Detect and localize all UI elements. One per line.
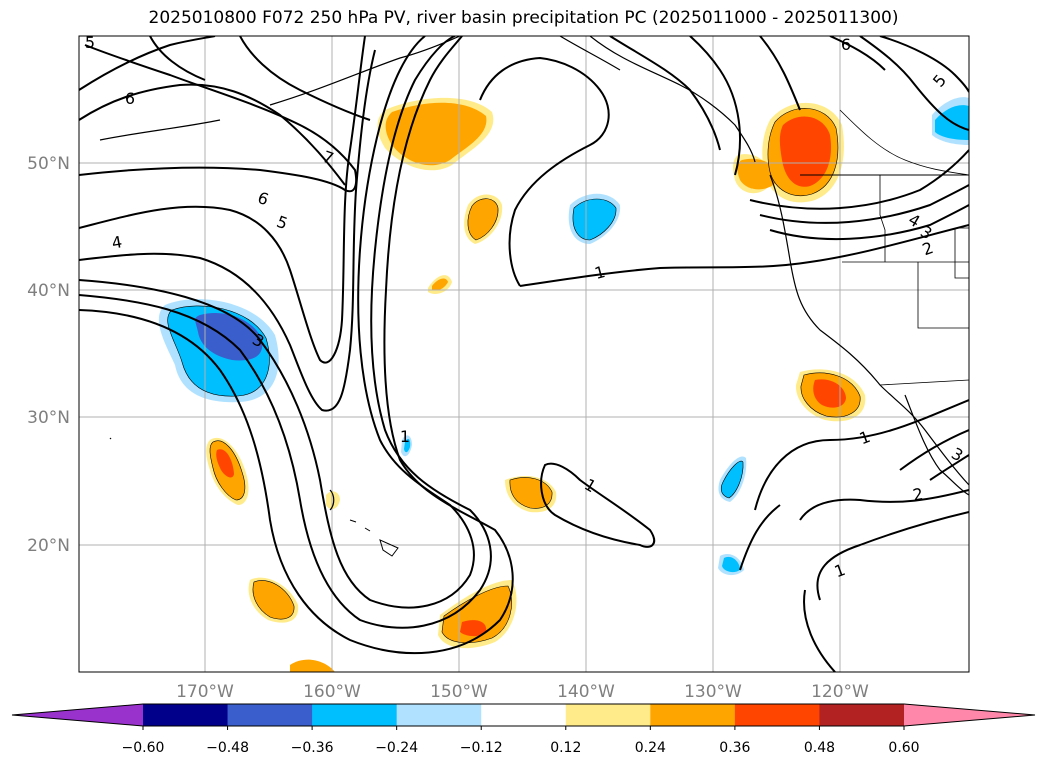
graticule <box>79 36 969 672</box>
lon-label: 130°W <box>684 682 742 702</box>
colorbar-tick-label: 0.60 <box>888 740 919 756</box>
contour-label: 6 <box>841 35 851 54</box>
colorbar-swatch <box>143 704 229 726</box>
precip-shading <box>158 97 969 672</box>
colorbar-tick-label: 0.12 <box>550 740 581 756</box>
colorbar <box>11 703 1036 727</box>
lon-label: 160°W <box>303 682 361 702</box>
shading-outlines <box>167 108 861 644</box>
contour-label: 1 <box>592 262 607 283</box>
colorbar-tick-label: 0.36 <box>719 740 750 756</box>
map-title: 2025010800 F072 250 hPa PV, river basin … <box>148 8 899 28</box>
colorbar-swatch <box>481 704 567 726</box>
lat-label: 20°N <box>27 536 70 556</box>
colorbar-tick-label: −0.12 <box>460 740 503 756</box>
contour-label: 5 <box>85 33 95 52</box>
lat-label: 50°N <box>27 154 70 174</box>
colorbar-extend-max <box>904 704 1035 726</box>
colorbar-tick-label: −0.48 <box>206 740 249 756</box>
colorbar-tick-label: −0.60 <box>122 740 165 756</box>
lat-label: 40°N <box>27 281 70 301</box>
colorbar-tick-label: −0.36 <box>291 740 334 756</box>
colorbar-swatch <box>312 704 398 726</box>
colorbar-tick-label: 0.24 <box>635 740 666 756</box>
pv-contours <box>79 36 969 672</box>
colorbar-swatch <box>734 704 820 726</box>
colorbar-tick-labels: −0.60 −0.48 −0.36 −0.24 −0.12 0.12 0.24 0.36 0.4… <box>122 726 920 756</box>
contour-label: 6 <box>125 89 135 108</box>
colorbar-swatch <box>650 704 736 726</box>
contour-label: 4 <box>110 232 123 252</box>
colorbar-tick-label: 0.48 <box>804 740 835 756</box>
colorbar-swatch <box>227 704 313 726</box>
lon-axis-labels: 170°W 160°W 150°W 140°W 130°W 120°W <box>176 682 869 702</box>
colorbar-tick-label: −0.24 <box>375 740 418 756</box>
map-frame <box>78 35 970 673</box>
colorbar-extend-min <box>12 704 143 726</box>
colorbar-swatch <box>565 704 651 726</box>
lon-label: 120°W <box>811 682 869 702</box>
lat-label: 30°N <box>27 408 70 428</box>
contour-label: 2 <box>911 484 924 504</box>
lon-label: 150°W <box>430 682 488 702</box>
colorbar-swatch <box>396 704 482 726</box>
contour-label: 1 <box>400 427 410 446</box>
lat-axis-labels: 50°N 40°N 30°N 20°N <box>27 154 70 556</box>
lon-label: 170°W <box>176 682 234 702</box>
lon-label: 140°W <box>557 682 615 702</box>
colorbar-swatch <box>819 704 905 726</box>
